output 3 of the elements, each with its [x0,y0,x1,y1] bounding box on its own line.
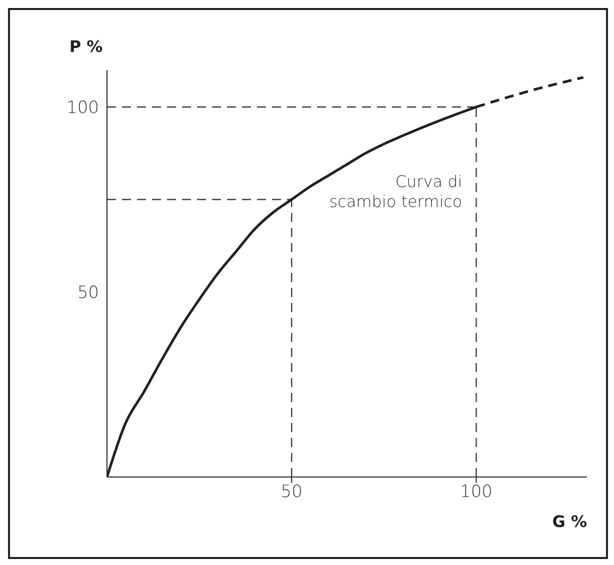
series-label: Curva di scambio termico [329,172,462,211]
y-axis-title: P % [69,37,103,56]
x-axis-title: G % [552,512,587,531]
